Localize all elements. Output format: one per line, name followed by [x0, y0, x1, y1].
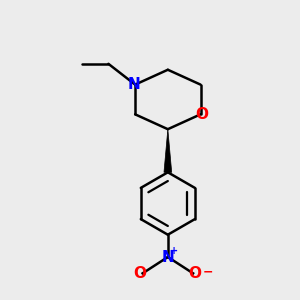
Polygon shape [164, 129, 172, 172]
Text: N: N [127, 77, 140, 92]
Text: O: O [196, 107, 208, 122]
Text: −: − [203, 266, 213, 278]
Text: O: O [188, 266, 201, 281]
Text: N: N [161, 250, 174, 265]
Text: +: + [170, 246, 178, 256]
Text: O: O [133, 266, 146, 281]
